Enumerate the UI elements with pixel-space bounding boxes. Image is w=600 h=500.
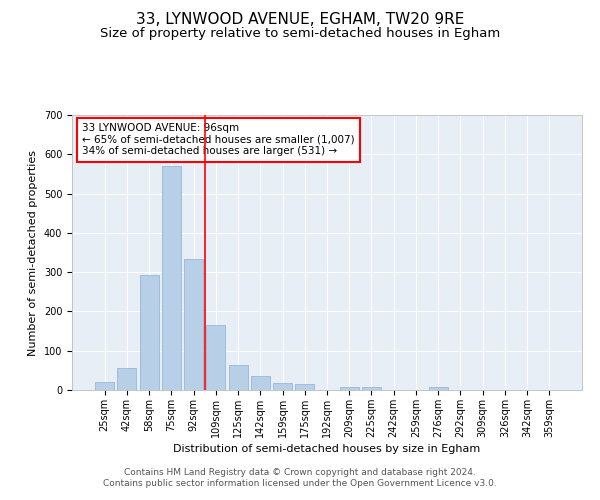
Text: Contains HM Land Registry data © Crown copyright and database right 2024.
Contai: Contains HM Land Registry data © Crown c… [103,468,497,487]
Bar [273,384,292,390]
Text: 33, LYNWOOD AVENUE, EGHAM, TW20 9RE: 33, LYNWOOD AVENUE, EGHAM, TW20 9RE [136,12,464,28]
Bar [251,376,270,390]
Bar [362,387,381,390]
Bar [340,387,359,390]
Bar [229,365,248,390]
Text: 33 LYNWOOD AVENUE: 96sqm
← 65% of semi-detached houses are smaller (1,007)
34% o: 33 LYNWOOD AVENUE: 96sqm ← 65% of semi-d… [82,123,355,156]
Bar [206,325,225,390]
Bar [118,368,136,390]
Bar [429,387,448,390]
X-axis label: Distribution of semi-detached houses by size in Egham: Distribution of semi-detached houses by … [173,444,481,454]
Bar [95,382,114,390]
Text: Size of property relative to semi-detached houses in Egham: Size of property relative to semi-detach… [100,28,500,40]
Y-axis label: Number of semi-detached properties: Number of semi-detached properties [28,150,38,356]
Bar [162,166,181,390]
Bar [295,384,314,390]
Bar [140,275,158,390]
Bar [184,259,203,390]
